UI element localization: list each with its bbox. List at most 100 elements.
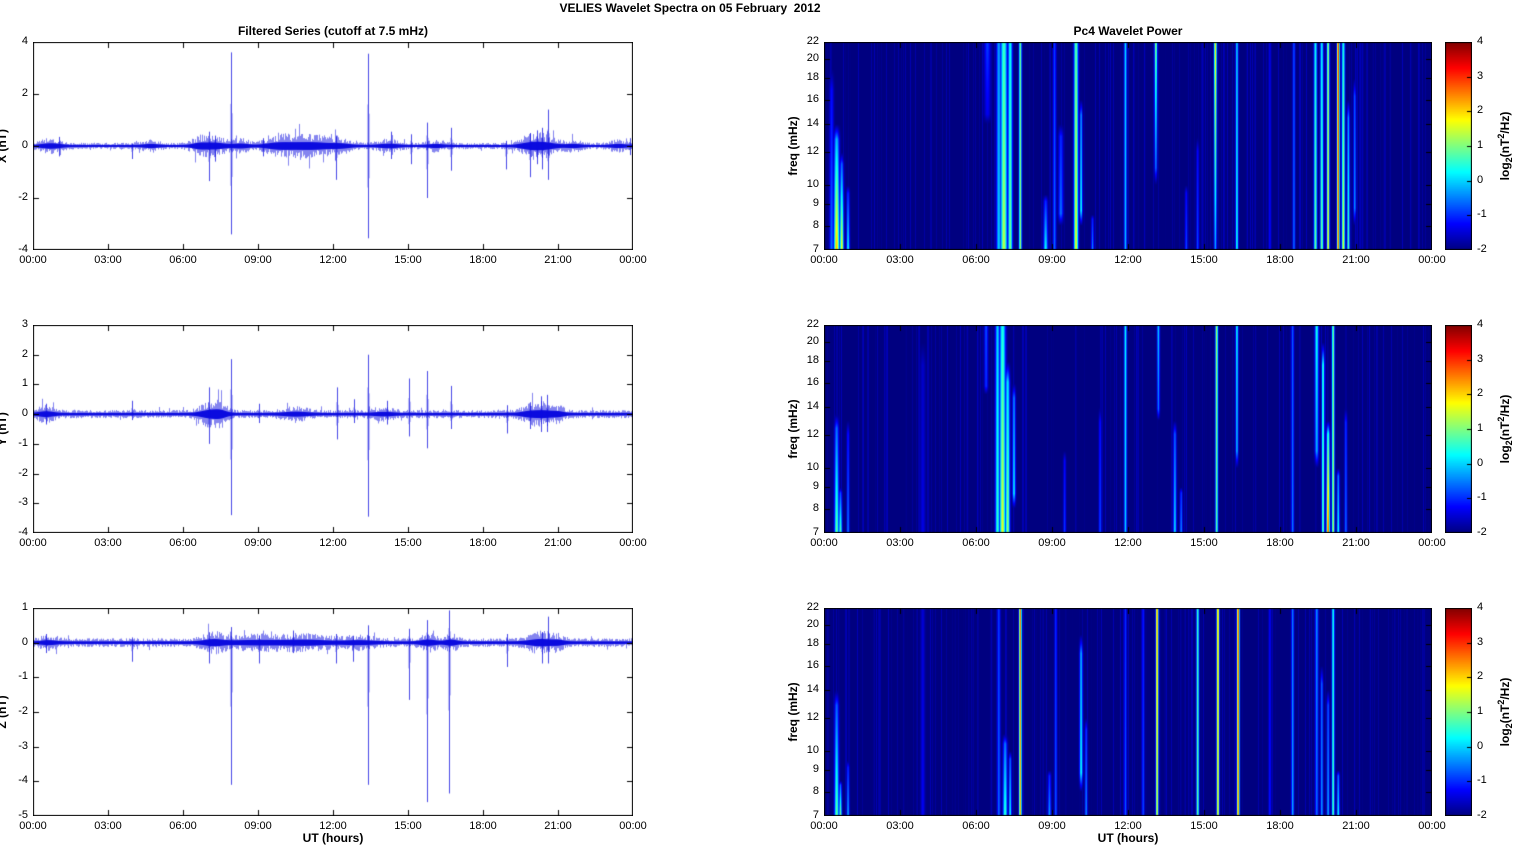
tick-label: 22 (806, 35, 819, 47)
tick-label: -2 (18, 705, 28, 717)
tick-label: 2 (1477, 104, 1484, 117)
tick-label: 21:00 (544, 820, 572, 832)
tick-label: -5 (18, 809, 28, 821)
tick-label: -2 (18, 191, 28, 203)
tick-label: -3 (18, 739, 28, 752)
tick-label: 14 (806, 683, 819, 696)
tick-label: 12:00 (319, 254, 347, 266)
tick-label: 12:00 (1114, 820, 1142, 832)
wavelet-x-panel: freq (mHz) 00:00 03:00 06:00 09:00 12:00 15:0… (786, 35, 1446, 266)
tick-label: 0 (1477, 456, 1484, 469)
tick-label: 1 (1477, 705, 1484, 717)
tick-label: 03:00 (94, 537, 122, 549)
tick-label: 00:00 (19, 820, 47, 832)
tick-label: 00:00 (19, 537, 47, 549)
colorbar-label-sub: 2 (1504, 723, 1515, 729)
tick-label: 3 (1477, 635, 1484, 648)
tick-label: 00:00 (619, 254, 647, 266)
tick-label: 10 (806, 461, 819, 474)
colorbar-label-sup: 2 (1495, 699, 1506, 705)
tick-label: 09:00 (244, 537, 272, 549)
tick-label: 03:00 (886, 820, 914, 832)
tick-label: 12:00 (319, 820, 347, 832)
tick-label: 0 (1477, 173, 1484, 186)
tick-label: 16 (806, 658, 819, 671)
colorbar-x-gradient (1445, 42, 1472, 250)
tick-label: -4 (18, 243, 28, 255)
tick-label: 03:00 (886, 537, 914, 549)
tick-label: 06:00 (962, 537, 990, 549)
tick-label: 00:00 (619, 820, 647, 832)
tick-label: 15:00 (1190, 820, 1218, 832)
tick-label: 22 (806, 318, 819, 330)
wavelet-x-spectrogram (824, 42, 1432, 250)
tick-label: 0 (21, 635, 28, 648)
tick-label: 2 (21, 87, 28, 99)
colorbar-x: log2(nT2/Hz) 4 3 2 1 0 -1 -2 (1445, 35, 1514, 255)
tick-label: 06:00 (169, 820, 197, 832)
tick-label: 21:00 (1342, 820, 1370, 832)
wavelet-z-panel: freq (mHz) 00:00 03:00 06:00 09:00 12:00 15:0… (786, 601, 1446, 832)
tick-label: 00:00 (1418, 537, 1446, 549)
tick-label: -1 (1477, 208, 1487, 221)
tick-label: 4 (1477, 601, 1484, 613)
tick-label: 21:00 (544, 537, 572, 549)
colorbar-label-sup: 2 (1495, 133, 1506, 139)
tick-label: 12 (806, 428, 819, 441)
colorbar-y-gradient (1445, 325, 1472, 533)
tick-label: 00:00 (19, 254, 47, 266)
tick-label: 09:00 (1038, 820, 1066, 832)
tick-label: 18 (806, 71, 819, 84)
wavelet-y-panel: freq (mHz) 00:00 03:00 06:00 09:00 12:00 15:0… (786, 318, 1446, 549)
x-axis-label-left: UT (hours) (302, 831, 364, 845)
tick-label: 20 (806, 52, 819, 65)
tick-label: -3 (18, 496, 28, 509)
tick-label: 8 (812, 784, 819, 797)
tick-label: 18 (806, 637, 819, 650)
tick-label: 06:00 (169, 254, 197, 266)
tick-label: 18:00 (1266, 820, 1294, 832)
tick-label: 8 (812, 218, 819, 231)
colorbar-y: log2(nT2/Hz) 4 3 2 1 0 -1 -2 (1445, 318, 1514, 538)
tick-label: 14 (806, 117, 819, 130)
tick-label: 7 (812, 809, 819, 821)
tick-label: 7 (812, 243, 819, 255)
tick-label: 7 (812, 526, 819, 538)
tick-label: 18:00 (1266, 537, 1294, 549)
colorbar-label-sup: 2 (1495, 416, 1506, 422)
tick-label: 22 (806, 601, 819, 613)
tick-label: 4 (1477, 35, 1484, 47)
tick-label: 12:00 (1114, 537, 1142, 549)
tick-label: 03:00 (886, 254, 914, 266)
tick-label: 00:00 (810, 254, 838, 266)
timeseries-z-plot (33, 608, 633, 816)
tick-label: 14 (806, 400, 819, 413)
timeseries-x-plot (33, 42, 633, 250)
tick-label: 2 (1477, 387, 1484, 400)
tick-label: 12:00 (1114, 254, 1142, 266)
tick-label: 10 (806, 178, 819, 191)
timeseries-y-plot (33, 325, 633, 533)
tick-label: 18:00 (469, 820, 497, 832)
tick-label: 3 (21, 318, 28, 330)
tick-label: 15:00 (394, 254, 422, 266)
tick-label: 00:00 (1418, 820, 1446, 832)
tick-label: 09:00 (1038, 537, 1066, 549)
tick-label: 03:00 (94, 820, 122, 832)
tick-label: 00:00 (1418, 254, 1446, 266)
tick-label: -2 (1477, 809, 1487, 821)
tick-label: 0 (21, 407, 28, 420)
tick-label: 20 (806, 335, 819, 348)
tick-label: 1 (1477, 422, 1484, 434)
tick-label: 20 (806, 618, 819, 631)
tick-label: 06:00 (962, 820, 990, 832)
tick-label: -1 (1477, 774, 1487, 787)
tick-label: 9 (812, 480, 819, 493)
tick-label: 3 (1477, 352, 1484, 365)
tick-label: -1 (18, 436, 28, 449)
tick-label: 21:00 (1342, 537, 1370, 549)
tick-label: 8 (812, 501, 819, 514)
tick-label: -1 (18, 670, 28, 683)
timeseries-x-panel: X (nT) 00:0003:0006:0009:0012:0015:0018:… (0, 35, 647, 266)
